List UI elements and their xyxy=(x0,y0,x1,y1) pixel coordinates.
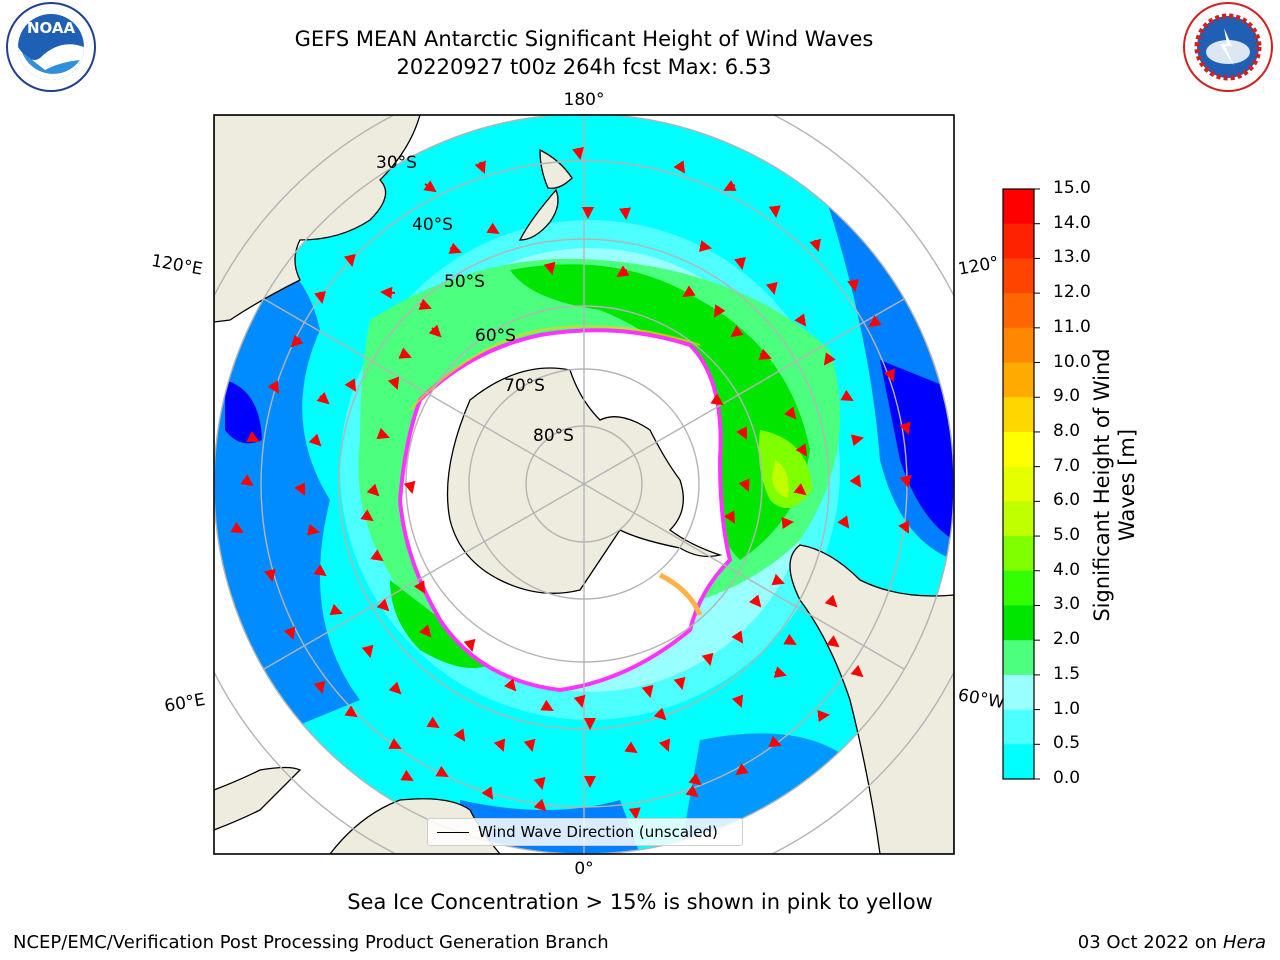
colorbar-tick-label: 15.0 xyxy=(1053,178,1091,198)
lat-label-50s: 50°S xyxy=(444,272,485,292)
colorbar-segment xyxy=(1003,293,1034,329)
colorbar-tick-label: 9.0 xyxy=(1053,386,1081,407)
colorbar-tick-label: 1.5 xyxy=(1053,663,1081,684)
colorbar-tick-label: 3.0 xyxy=(1053,594,1081,615)
noaa-logo: NOAA xyxy=(6,2,96,92)
colorbar-segment xyxy=(1003,674,1034,711)
colorbar-segment xyxy=(1003,223,1034,259)
lon-label-0: 0° xyxy=(574,859,593,879)
new-zealand-south xyxy=(518,188,559,241)
lon-label-120w: 120° xyxy=(957,253,1001,280)
colorbar-segment xyxy=(1003,397,1034,433)
lon-label-60e: 60°E xyxy=(163,690,207,717)
africa xyxy=(214,766,302,831)
colorbar-tick-label: 7.0 xyxy=(1053,455,1081,476)
colorbar-tick-label: 14.0 xyxy=(1053,212,1091,233)
lat-label-80s: 80°S xyxy=(533,426,574,446)
footer-date-text: 03 Oct 2022 on xyxy=(1077,932,1218,953)
svg-text:NOAA: NOAA xyxy=(27,19,76,37)
colorbar-tick-label: 13.0 xyxy=(1053,247,1091,268)
footer-producer: NCEP/EMC/Verification Post Processing Pr… xyxy=(13,932,609,953)
colorbar-tick-label: 0.0 xyxy=(1053,768,1081,788)
legend-label: Wind Wave Direction (unscaled) xyxy=(478,823,718,841)
legend-line-sample xyxy=(437,832,469,833)
colorbar-segment xyxy=(1003,709,1034,745)
south-america xyxy=(789,544,954,854)
colorbar-tick-label: 5.0 xyxy=(1053,525,1081,546)
map-frame xyxy=(213,114,955,855)
colorbar-segment xyxy=(1003,640,1034,676)
colorbar-segment xyxy=(1003,362,1034,398)
colorbar-segment xyxy=(1003,189,1034,225)
colorbar-segment xyxy=(1003,327,1034,364)
lat-label-40s: 40°S xyxy=(412,215,453,235)
colorbar-tick-label: 4.0 xyxy=(1053,559,1081,580)
colorbar xyxy=(1002,188,1040,780)
map-legend: Wind Wave Direction (unscaled) xyxy=(427,818,743,846)
colorbar-segment xyxy=(1003,536,1034,572)
colorbar-segment xyxy=(1003,744,1034,780)
lon-label-120e: 120°E xyxy=(150,251,204,280)
colorbar-segment xyxy=(1003,466,1034,502)
chart-title: GEFS MEAN Antarctic Significant Height o… xyxy=(294,27,874,51)
nws-logo xyxy=(1183,2,1273,92)
lat-label-70s: 70°S xyxy=(504,376,545,396)
colorbar-tick-label: 8.0 xyxy=(1053,420,1081,441)
wind-direction-arrows xyxy=(230,147,912,820)
footer-host: Hera xyxy=(1222,932,1266,953)
colorbar-tick-label: 11.0 xyxy=(1053,316,1091,337)
colorbar-tick-label: 10.0 xyxy=(1053,351,1091,372)
colorbar-tick-label: 12.0 xyxy=(1053,282,1091,303)
colorbar-tick-label: 6.0 xyxy=(1053,490,1081,511)
colorbar-segment xyxy=(1003,570,1034,606)
lat-label-60s: 60°S xyxy=(475,326,516,346)
latitude-labels: 30°S 40°S 50°S 60°S 70°S 80°S xyxy=(376,153,574,446)
colorbar-segment xyxy=(1003,258,1034,294)
colorbar-title: Significant Height of Wind Waves [m] xyxy=(1090,348,1139,622)
chart-subtitle: 20220927 t00z 264h fcst Max: 6.53 xyxy=(396,55,772,79)
colorbar-tick-label: 1.0 xyxy=(1053,698,1081,719)
colorbar-segment xyxy=(1003,431,1034,468)
lon-label-60w: 60°W xyxy=(956,685,1006,713)
colorbar-segment xyxy=(1003,605,1034,641)
colorbar-segment xyxy=(1003,501,1034,537)
lon-label-180: 180° xyxy=(564,90,605,110)
lat-label-30s: 30°S xyxy=(376,153,417,173)
sea-ice-note: Sea Ice Concentration > 15% is shown in … xyxy=(347,890,933,914)
footer-date: 03 Oct 2022 on Hera xyxy=(1078,932,1266,953)
colorbar-tick-label: 0.5 xyxy=(1053,733,1081,754)
colorbar-tick-label: 2.0 xyxy=(1053,629,1081,650)
